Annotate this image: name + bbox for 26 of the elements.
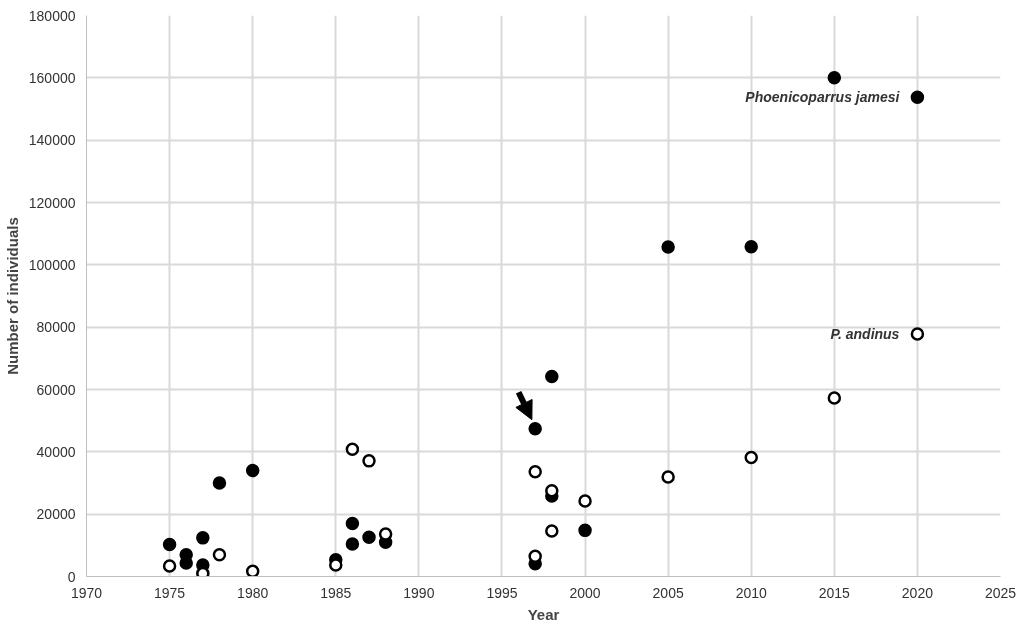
y-tick-label: 80000: [36, 319, 76, 336]
x-tick-label: 1970: [70, 584, 103, 601]
x-tick-label: 1985: [320, 584, 352, 601]
x-tick-label: 2015: [818, 584, 851, 601]
x-tick-label: 2010: [735, 584, 768, 601]
x-tick-label: 1980: [237, 584, 269, 601]
y-tick-label: 20000: [36, 506, 76, 523]
y-tick-label: 160000: [28, 69, 76, 86]
x-tick-label: 2005: [652, 584, 684, 601]
y-tick-label: 180000: [28, 7, 76, 24]
x-tick-label: 2020: [901, 584, 934, 601]
series-label: P. andinus: [830, 326, 900, 343]
x-tick-label: 2000: [569, 584, 601, 601]
y-tick-label: 140000: [28, 132, 76, 149]
y-tick-label: 100000: [28, 256, 76, 273]
x-tick-label: 1995: [486, 584, 518, 601]
y-tick-label: 0: [67, 568, 76, 585]
x-tick-label: 1975: [154, 584, 186, 601]
series-label: Phoenicoparrus jamesi: [745, 89, 901, 106]
y-tick-label: 40000: [36, 443, 76, 460]
x-tick-label: 1990: [403, 584, 435, 601]
y-tick-label: 60000: [36, 381, 76, 398]
y-axis-title: Number of individuals: [3, 217, 21, 375]
y-tick-label: 120000: [28, 194, 76, 211]
x-tick-label: 2025: [984, 584, 1017, 601]
x-axis-title: Year: [527, 605, 560, 623]
